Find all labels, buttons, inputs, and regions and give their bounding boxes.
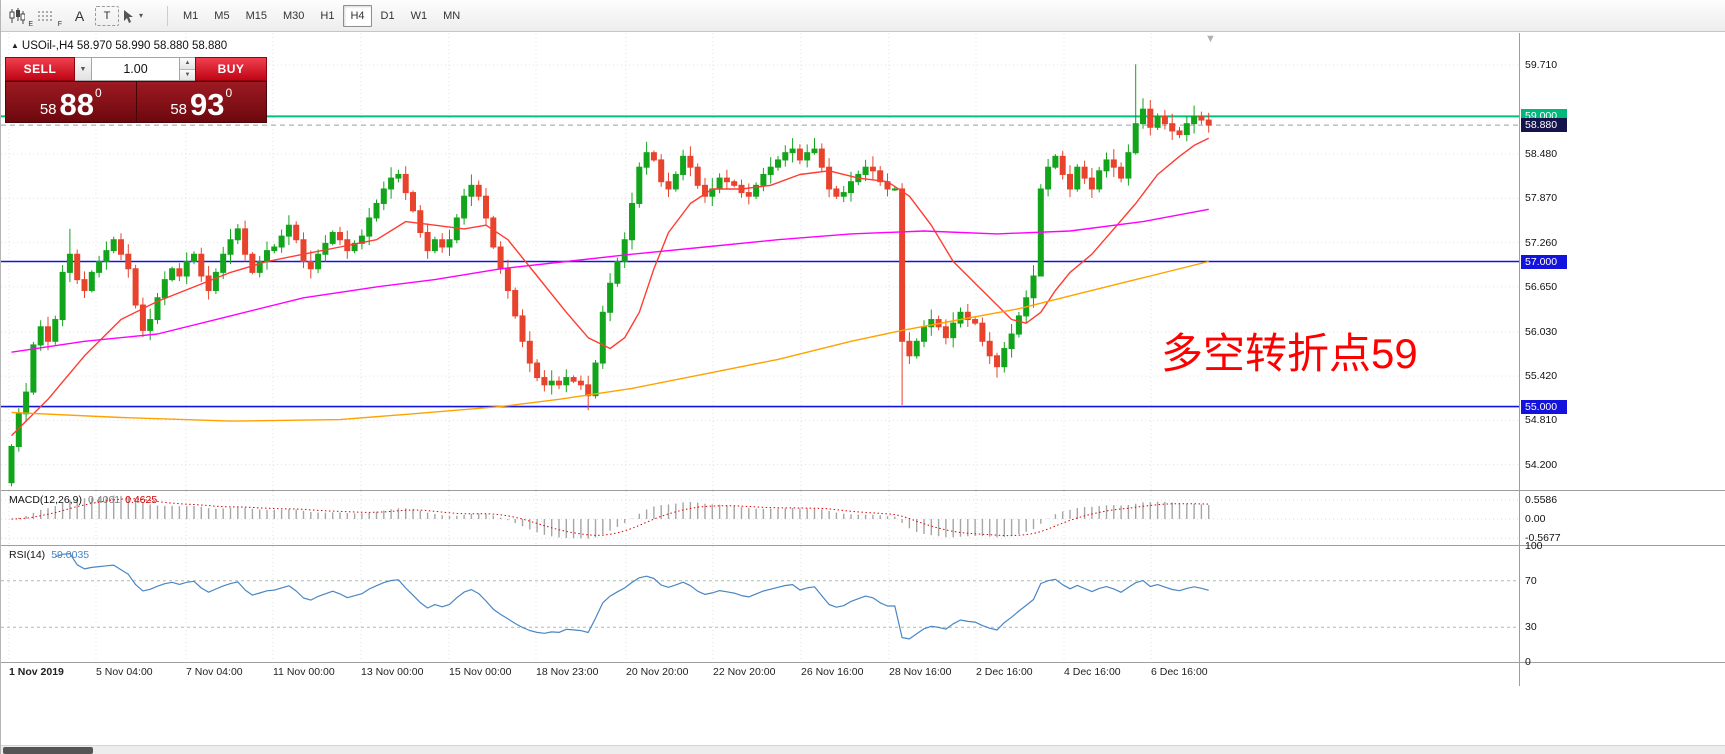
panel-separator[interactable] bbox=[1, 545, 1725, 546]
bid-price-main: 88 bbox=[59, 86, 94, 122]
price-axis-label: 54.810 bbox=[1525, 414, 1558, 426]
time-axis-label: 2 Dec 16:00 bbox=[976, 666, 1033, 678]
ask-price[interactable]: 58 93 0 bbox=[135, 82, 267, 122]
macd-signal-value: 0.4625 bbox=[125, 494, 158, 506]
volume-dropdown-icon[interactable]: ▼ bbox=[75, 57, 92, 81]
horizontal-scrollbar[interactable] bbox=[1, 745, 1725, 754]
dropdown-arrow-icon: ▾ bbox=[138, 11, 143, 20]
rsi-axis-label: 70 bbox=[1525, 575, 1537, 587]
time-axis-label: 7 Nov 04:00 bbox=[186, 666, 243, 678]
timeframe-button-m15[interactable]: M15 bbox=[245, 9, 267, 22]
time-axis-label: 11 Nov 00:00 bbox=[273, 666, 335, 678]
time-axis-label: 26 Nov 16:00 bbox=[801, 666, 864, 678]
panel-separator bbox=[1, 662, 1725, 663]
one-click-trading-panel: SELL ▼ ▲ ▼ BUY 58 88 0 58 93 0 bbox=[5, 57, 267, 123]
bid-price-pip: 0 bbox=[94, 86, 102, 100]
price-scale-border bbox=[1519, 33, 1520, 686]
timeframe-button-h4[interactable]: H4 bbox=[343, 4, 372, 27]
time-axis-label: 5 Nov 04:00 bbox=[96, 666, 153, 678]
price-axis-label: 56.030 bbox=[1525, 326, 1558, 338]
time-axis-label: 6 Dec 16:00 bbox=[1151, 666, 1208, 678]
time-axis-label: 4 Dec 16:00 bbox=[1064, 666, 1121, 678]
panel-separator[interactable] bbox=[1, 490, 1725, 491]
macd-label: MACD(12,26,9) 0.4061 0.4625 bbox=[9, 494, 157, 506]
time-axis-label: 18 Nov 23:00 bbox=[536, 666, 599, 678]
rsi-axis-label: 0 bbox=[1525, 656, 1531, 668]
price-axis-label: 57.870 bbox=[1525, 192, 1558, 204]
volume-step-up-icon[interactable]: ▲ bbox=[180, 58, 195, 69]
price-chart-svg[interactable] bbox=[1, 33, 1519, 490]
grid-lines-icon[interactable]: F bbox=[37, 4, 64, 28]
rsi-chart-svg[interactable] bbox=[1, 546, 1519, 662]
text-label-tool-icon[interactable]: A bbox=[74, 7, 85, 24]
macd-axis-label: 0.5586 bbox=[1525, 494, 1558, 506]
bid-ask-display: 58 88 0 58 93 0 bbox=[5, 81, 267, 123]
rsi-axis-label: 30 bbox=[1525, 621, 1537, 633]
tool-sub-label: F bbox=[57, 20, 62, 28]
volume-input[interactable] bbox=[92, 58, 179, 80]
ask-price-int: 58 bbox=[170, 100, 187, 118]
ask-price-main: 93 bbox=[190, 86, 225, 122]
macd-name: MACD(12,26,9) bbox=[9, 494, 82, 506]
rsi-name: RSI(14) bbox=[9, 549, 46, 561]
rsi-axis-label: 100 bbox=[1525, 540, 1543, 552]
price-axis-label: 57.260 bbox=[1525, 237, 1558, 249]
timeframe-button-w1[interactable]: W1 bbox=[410, 9, 428, 22]
toolbar-separator bbox=[167, 5, 168, 26]
scrollbar-thumb[interactable] bbox=[3, 747, 93, 754]
macd-axis-label: -0.5677 bbox=[1525, 532, 1561, 544]
toolbar: E F A T ▾ M1 M5 M15 M30 H1 H4 D1 W1 MN bbox=[1, 0, 1725, 32]
timeframe-button-m1[interactable]: M1 bbox=[183, 9, 199, 22]
rsi-value: 59.0035 bbox=[51, 549, 90, 561]
symbol-arrow-icon: ▲ bbox=[11, 41, 19, 50]
timeframe-button-d1[interactable]: D1 bbox=[380, 9, 395, 22]
price-badge-55.000: 55.000 bbox=[1521, 400, 1567, 414]
price-axis-label: 56.650 bbox=[1525, 281, 1558, 293]
chart-shift-marker-icon[interactable]: ▼ bbox=[1205, 33, 1216, 45]
time-axis-label: 1 Nov 2019 bbox=[9, 666, 64, 678]
price-axis-label: 59.710 bbox=[1525, 59, 1558, 71]
symbol-info-text: USOil-,H4 58.970 58.990 58.880 58.880 bbox=[21, 40, 228, 52]
time-axis-label: 13 Nov 00:00 bbox=[361, 666, 424, 678]
timeframe-button-h1[interactable]: H1 bbox=[320, 9, 335, 22]
ask-price-pip: 0 bbox=[225, 86, 233, 100]
timeframe-group: M1 M5 M15 M30 H1 H4 D1 W1 MN bbox=[175, 4, 468, 27]
price-badge-58.880: 58.880 bbox=[1521, 118, 1567, 132]
time-axis-label: 28 Nov 16:00 bbox=[889, 666, 952, 678]
time-axis-label: 15 Nov 00:00 bbox=[449, 666, 512, 678]
time-axis-label: 20 Nov 20:00 bbox=[626, 666, 689, 678]
bid-price-int: 58 bbox=[39, 100, 57, 118]
timeframe-button-mn[interactable]: MN bbox=[443, 9, 461, 22]
price-badge-57.000: 57.000 bbox=[1521, 255, 1567, 269]
bid-price[interactable]: 58 88 0 bbox=[6, 82, 136, 122]
volume-step-down-icon[interactable]: ▼ bbox=[180, 68, 195, 80]
macd-main-value: 0.4061 bbox=[87, 494, 121, 506]
timeframe-button-m30[interactable]: M30 bbox=[282, 9, 305, 22]
sell-button[interactable]: SELL bbox=[5, 57, 75, 81]
price-axis-label: 58.480 bbox=[1525, 148, 1558, 160]
rsi-label: RSI(14) 59.0035 bbox=[9, 549, 89, 561]
volume-stepper[interactable]: ▲ ▼ bbox=[179, 57, 195, 81]
macd-axis-label: 0.00 bbox=[1525, 513, 1546, 525]
crosshair-tool-icon[interactable]: ▾ bbox=[121, 4, 159, 28]
tool-sub-label: E bbox=[28, 20, 33, 28]
macd-chart-svg[interactable] bbox=[1, 491, 1519, 545]
text-box-tool-icon[interactable]: T bbox=[95, 5, 119, 26]
timeframe-button-m5[interactable]: M5 bbox=[214, 9, 230, 22]
candlestick-chart-icon[interactable]: E bbox=[8, 4, 35, 28]
symbol-info: ▲ USOil-,H4 58.970 58.990 58.880 58.880 bbox=[11, 40, 227, 52]
annotation-text[interactable]: 多空转折点59 bbox=[1161, 330, 1418, 377]
price-axis-label: 54.200 bbox=[1525, 459, 1558, 471]
buy-button[interactable]: BUY bbox=[195, 57, 267, 81]
price-axis-label: 55.420 bbox=[1525, 370, 1558, 382]
time-axis-label: 22 Nov 20:00 bbox=[713, 666, 776, 678]
